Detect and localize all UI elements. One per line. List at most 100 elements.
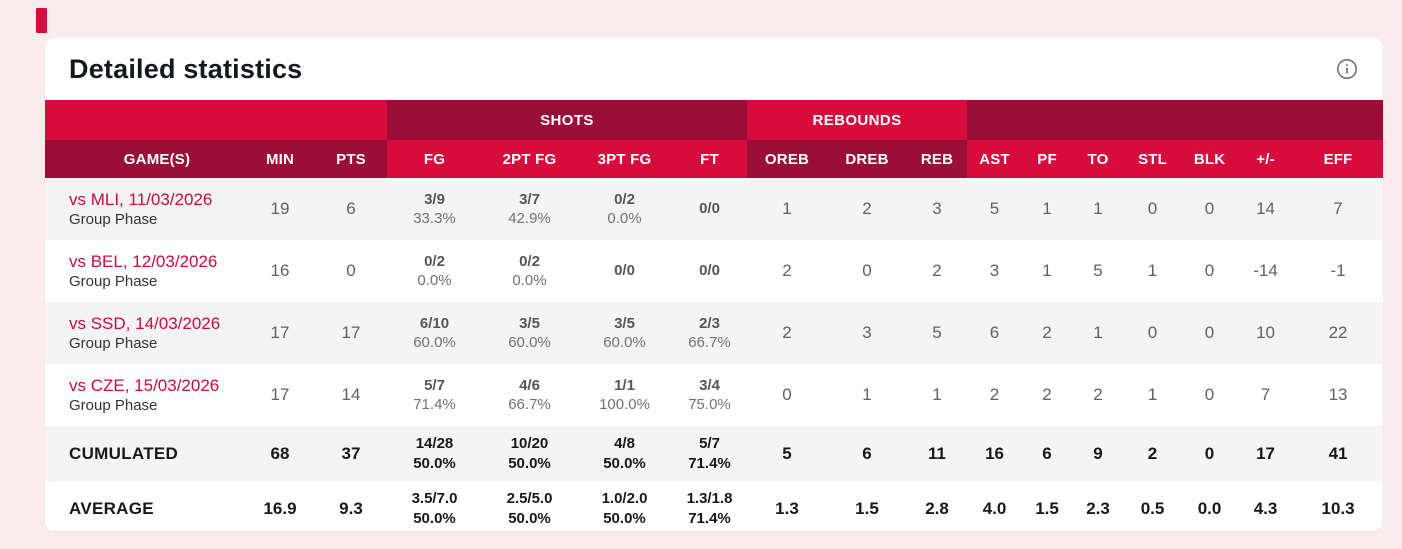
stat-oreb: 2: [782, 261, 792, 280]
stat-fg: 0/2 0.0%: [417, 252, 452, 290]
stat-oreb: 1.3: [775, 498, 799, 518]
stat-ast: 2: [989, 385, 1000, 404]
info-icon[interactable]: [1335, 57, 1359, 81]
stat-to: 1: [1093, 323, 1103, 342]
stat-ft: 2/3 66.7%: [688, 314, 731, 352]
stat-fg: 14/28 50.0%: [413, 435, 456, 472]
stat-to: 5: [1093, 261, 1103, 280]
game-cell: vs CZE, 15/03/2026 Group Phase: [45, 364, 245, 426]
game-phase: Group Phase: [69, 210, 158, 228]
game-link[interactable]: vs SSD, 14/03/2026: [69, 313, 221, 333]
table-row-cumulated: CUMULATED 68 37 14/28 50.0% 10/20 50.0% 4/…: [45, 426, 1383, 481]
column-header-3pt-fg: 3PT FG: [577, 140, 672, 178]
stat-fg: 3/9 33.3%: [413, 190, 456, 228]
column-header-stl: STL: [1124, 140, 1182, 178]
stat-3pt-fg: 1/1 100.0%: [599, 376, 650, 414]
stat-pts: 17: [341, 323, 361, 342]
stat-3pt-fg: 1.0/2.0 50.0%: [601, 490, 648, 527]
column-header-pts: PTS: [315, 140, 387, 178]
stat-pts: 6: [346, 199, 356, 218]
stat-pts: 0: [346, 261, 356, 280]
stat-dreb: 6: [862, 443, 872, 463]
column-header-ft: FT: [672, 140, 747, 178]
group-header-row: SHOTS REBOUNDS: [45, 100, 1383, 140]
column-header-games: GAME(S): [45, 140, 245, 178]
group-header-shots: SHOTS: [387, 100, 747, 140]
stat-stl: 1: [1147, 261, 1158, 280]
game-link[interactable]: vs BEL, 12/03/2026: [69, 251, 218, 271]
stat-pf: 1.5: [1035, 498, 1059, 518]
stat-ft: 3/4 75.0%: [688, 376, 731, 414]
stat-ft: 1.3/1.8 71.4%: [686, 490, 733, 527]
column-header-min: MIN: [245, 140, 315, 178]
group-header-empty-right: [967, 100, 1383, 140]
stat-stl: 1: [1147, 385, 1158, 404]
column-header-eff: EFF: [1293, 140, 1383, 178]
stat-reb: 1: [932, 385, 942, 404]
stat-plus-minus: 7: [1260, 385, 1271, 404]
stat-oreb: 5: [782, 443, 792, 463]
game-phase: Group Phase: [69, 334, 158, 352]
stat-plus-minus: 4.3: [1253, 498, 1278, 518]
stat-dreb: 2: [862, 199, 872, 218]
stat-min: 17: [270, 385, 290, 404]
stat-oreb: 2: [782, 323, 792, 342]
stat-2pt-fg: 4/6 66.7%: [508, 376, 551, 414]
stat-pf: 2: [1042, 385, 1052, 404]
stat-reb: 2: [932, 261, 942, 280]
game-phase: Group Phase: [69, 396, 158, 414]
stat-plus-minus: -14: [1253, 261, 1278, 280]
stat-2pt-fg: 3/5 60.0%: [508, 314, 551, 352]
game-link[interactable]: vs CZE, 15/03/2026: [69, 375, 220, 395]
stat-3pt-fg: 0/0: [614, 262, 635, 280]
detailed-statistics-card: Detailed statistics SHOTS REBOUNDS: [45, 38, 1383, 531]
stat-blk: 0: [1204, 261, 1215, 280]
game-link[interactable]: vs MLI, 11/03/2026: [69, 189, 213, 209]
stat-fg: 5/7 71.4%: [413, 376, 456, 414]
stat-ft: 0/0: [699, 262, 720, 280]
stat-eff: 7: [1333, 199, 1343, 218]
game-phase: Group Phase: [69, 272, 158, 290]
column-header-oreb: OREB: [747, 140, 827, 178]
stat-ast: 6: [989, 323, 1000, 342]
stat-ast: 4.0: [982, 498, 1007, 518]
column-header-blk: BLK: [1181, 140, 1239, 178]
stat-pts: 37: [341, 443, 361, 463]
game-cell: vs BEL, 12/03/2026 Group Phase: [45, 240, 245, 302]
stat-pf: 1: [1042, 199, 1052, 218]
column-header-dreb: DREB: [827, 140, 907, 178]
stat-stl: 0: [1147, 323, 1158, 342]
stat-2pt-fg: 2.5/5.0 50.0%: [506, 490, 553, 527]
stat-ft: 5/7 71.4%: [688, 435, 731, 472]
stat-ast: 3: [989, 261, 1000, 280]
table-row-average: AVERAGE 16.9 9.3 3.5/7.0 50.0% 2.5/5.0 50.…: [45, 481, 1383, 531]
stat-stl: 2: [1147, 443, 1158, 463]
stat-2pt-fg: 0/2 0.0%: [512, 252, 547, 290]
stat-fg: 3.5/7.0 50.0%: [411, 490, 458, 527]
stat-stl: 0.5: [1140, 498, 1165, 518]
stat-min: 68: [270, 443, 290, 463]
column-header-row: GAME(S) MIN PTS FG 2PT FG 3PT FG FT OREB…: [45, 140, 1383, 178]
stat-pf: 6: [1042, 443, 1052, 463]
stat-3pt-fg: 3/5 60.0%: [603, 314, 646, 352]
stat-to: 9: [1093, 443, 1103, 463]
table-row-game-ssd: vs SSD, 14/03/2026 Group Phase 17 17 6/1…: [45, 302, 1383, 364]
stat-min: 16: [270, 261, 290, 280]
stat-blk: 0: [1204, 323, 1215, 342]
stat-ast: 5: [989, 199, 1000, 218]
column-header-fg: FG: [387, 140, 482, 178]
stat-reb: 5: [932, 323, 942, 342]
stat-reb: 3: [932, 199, 942, 218]
stat-dreb: 0: [862, 261, 872, 280]
stat-blk: 0: [1204, 443, 1215, 463]
stat-dreb: 3: [862, 323, 872, 342]
stat-2pt-fg: 3/7 42.9%: [508, 190, 551, 228]
stat-reb: 2.8: [925, 498, 949, 518]
stat-oreb: 0: [782, 385, 792, 404]
stat-stl: 0: [1147, 199, 1158, 218]
group-header-empty-left: [45, 100, 387, 140]
stat-2pt-fg: 10/20 50.0%: [508, 435, 551, 472]
stat-to: 2.3: [1086, 498, 1110, 518]
stat-eff: 10.3: [1321, 498, 1355, 518]
stat-pf: 2: [1042, 323, 1052, 342]
